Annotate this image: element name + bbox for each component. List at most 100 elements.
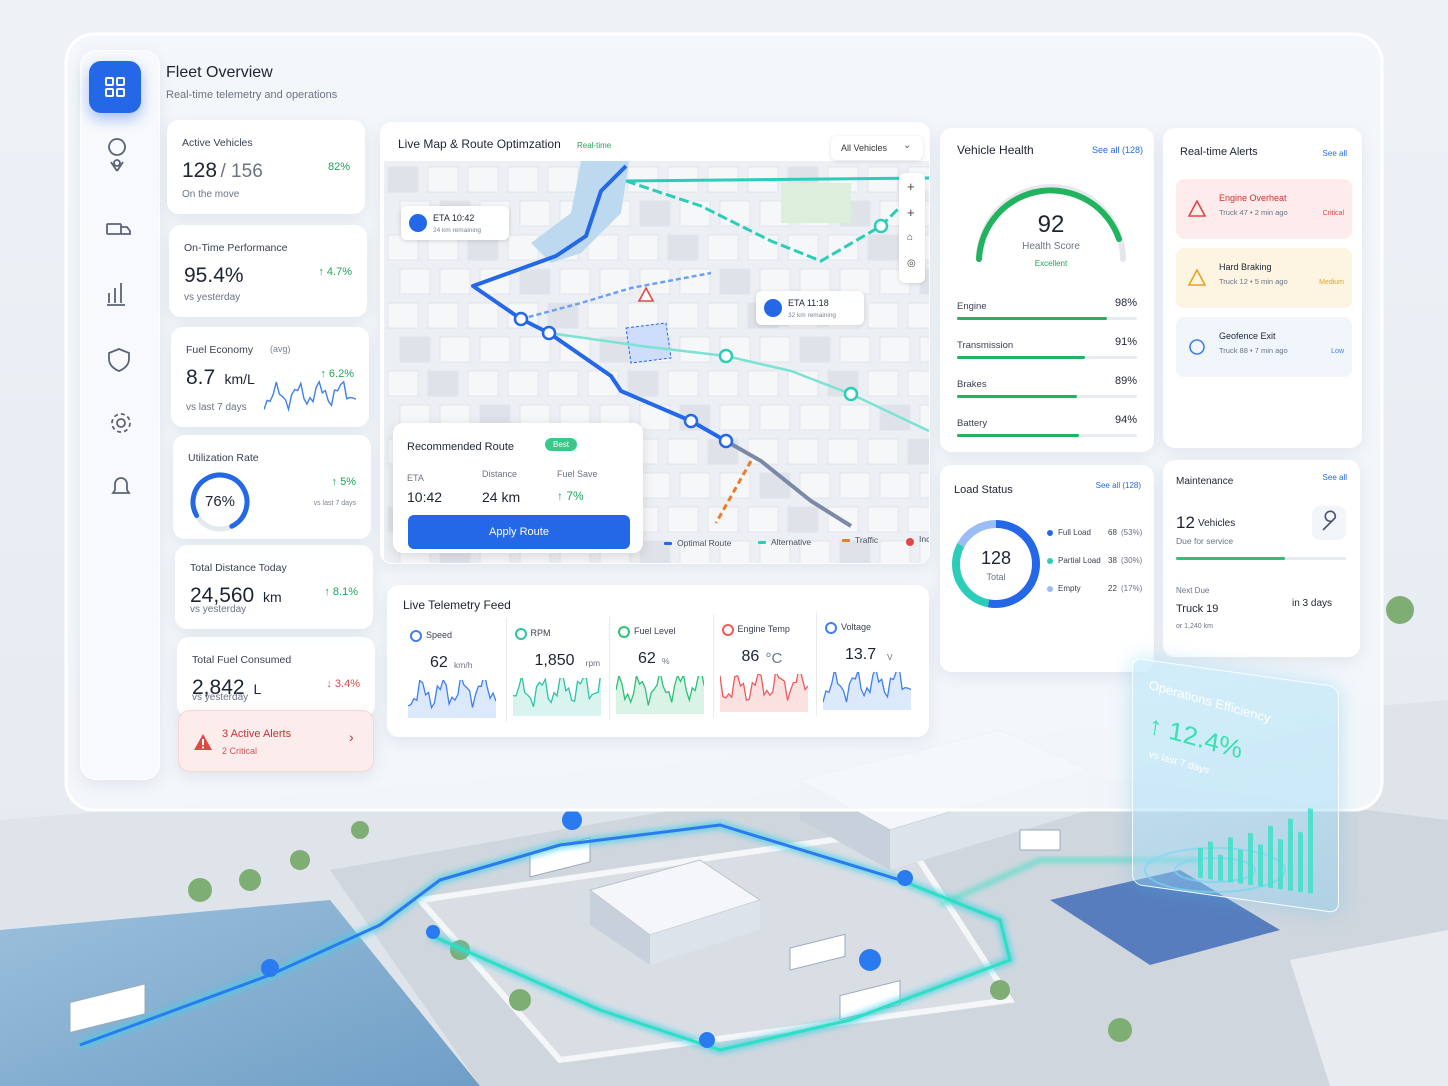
health-item-name: Brakes <box>957 379 987 390</box>
load-status-card: Load Status See all (128) 128 Total Full… <box>940 465 1154 672</box>
route-node <box>513 311 529 327</box>
zoom-out[interactable]: + <box>907 205 915 220</box>
alert-banner[interactable]: 3 Active Alerts 2 Critical › <box>178 710 374 772</box>
alert-icon <box>194 734 212 750</box>
wrench-icon <box>1312 506 1346 540</box>
alert-item[interactable]: Geofence Exit Truck 88 • 7 min ago Low <box>1176 317 1352 377</box>
map-block <box>627 234 659 261</box>
maintenance-count: 12 <box>1176 513 1195 532</box>
health-gauge <box>976 184 1126 262</box>
telemetry-unit: rpm <box>585 658 601 668</box>
map-block <box>839 336 871 363</box>
map-block <box>707 234 739 261</box>
map-block <box>919 472 929 499</box>
nav-icons[interactable] <box>81 131 159 511</box>
map-block <box>547 370 579 397</box>
load-share: (30%) <box>1121 556 1143 565</box>
load-total: 128 <box>980 548 1012 568</box>
map-block <box>907 370 929 397</box>
telemetry-icon-dot <box>721 624 734 636</box>
apply-route-button[interactable]: Apply Route <box>408 515 630 549</box>
route-stat-label: ETA <box>407 473 424 483</box>
telemetry-value: 1,850 <box>534 652 575 669</box>
alert-item[interactable]: Engine Overheat Truck 47 • 2 min ago Criti… <box>1176 179 1352 239</box>
map-block <box>667 234 699 261</box>
load-count: 68 <box>1108 528 1117 537</box>
alert-icon <box>1189 339 1205 355</box>
kpi-change: ↑ 5% <box>331 476 356 488</box>
map-block <box>679 336 711 363</box>
map-block <box>519 268 551 295</box>
maintenance-note: Due for service <box>1176 536 1234 546</box>
next-due-when: in 3 days <box>1292 598 1333 609</box>
map-block <box>919 336 929 363</box>
alerts-link[interactable]: See all <box>1322 149 1347 158</box>
map-block <box>479 336 511 363</box>
map-block <box>799 268 831 295</box>
alerts-card: Real-time Alerts See all Engine Overheat… <box>1163 128 1362 448</box>
map-block <box>679 268 711 295</box>
alert-title: Hard Braking <box>1219 262 1272 272</box>
map-block <box>759 540 791 563</box>
kpi-card: Total Distance Today ↑ 8.1% 24,560 km vs yes… <box>175 545 373 629</box>
load-share: (17%) <box>1121 584 1143 593</box>
load-name: Empty <box>1058 584 1081 593</box>
vehicle-filter[interactable]: All Vehicles ⌄ <box>831 136 923 160</box>
health-bar <box>957 356 1085 359</box>
health-link[interactable]: See all (128) <box>1091 145 1143 155</box>
sparkline <box>823 672 911 703</box>
zoom-in[interactable]: + <box>907 179 915 194</box>
route-stat-value: 24 km <box>482 489 521 505</box>
kpi-note: On the move <box>182 189 240 200</box>
kpi-label: Active Vehicles <box>182 137 253 149</box>
map-block <box>587 370 619 397</box>
legend-swatch <box>842 539 850 542</box>
kpi-value: 95.4% <box>184 264 244 287</box>
sparkline <box>512 678 601 708</box>
legend-label: Alternative <box>771 536 812 547</box>
route-traffic <box>725 439 853 528</box>
maintenance-link[interactable]: See all <box>1322 473 1347 482</box>
nav-dashboard[interactable] <box>89 61 141 113</box>
map-block <box>839 540 871 563</box>
health-bar <box>957 395 1077 398</box>
telemetry-item: Voltage 13.7 V <box>816 612 913 716</box>
map-block <box>907 438 929 465</box>
map-block <box>867 438 899 465</box>
locate-button[interactable]: ◎ <box>907 258 916 269</box>
map-block <box>639 472 671 499</box>
alt-node <box>873 218 889 234</box>
map-block <box>879 336 911 363</box>
telemetry-icon-dot <box>618 626 630 638</box>
next-due-distance: or 1,240 km <box>1176 623 1213 630</box>
map-block <box>387 166 419 193</box>
load-count: 38 <box>1108 556 1117 565</box>
health-score-label: Health Score <box>1022 241 1080 252</box>
map-block <box>787 506 819 533</box>
sparkline <box>408 680 496 710</box>
map-block <box>427 302 459 329</box>
incident-marker <box>637 286 655 302</box>
health-bar <box>957 317 1107 320</box>
map-block <box>547 166 579 193</box>
map-block <box>827 438 859 465</box>
map-block <box>627 302 659 329</box>
map-block <box>427 166 459 193</box>
home-button[interactable]: ⌂ <box>907 232 914 243</box>
kpi-change: ↑ 8.1% <box>324 586 358 598</box>
map-block <box>399 336 431 363</box>
map-block <box>399 268 431 295</box>
next-due-label: Next Due <box>1176 586 1210 595</box>
map-block <box>719 540 751 563</box>
map-block <box>587 302 619 329</box>
map-controls[interactable]: + + ⌂ ◎ <box>899 173 925 283</box>
telemetry-label: RPM <box>530 628 551 638</box>
alert-item[interactable]: Hard Braking Truck 12 • 5 min ago Medium <box>1176 248 1352 308</box>
telemetry-label: Voltage <box>841 622 872 632</box>
maintenance-card: Maintenance See all 12 Vehicles Due for … <box>1163 460 1360 657</box>
health-item-name: Battery <box>957 418 988 429</box>
route-traffic <box>714 460 753 524</box>
map-block <box>879 472 911 499</box>
telemetry-icon-dot <box>514 628 527 640</box>
load-link[interactable]: See all (128) <box>1095 481 1141 490</box>
